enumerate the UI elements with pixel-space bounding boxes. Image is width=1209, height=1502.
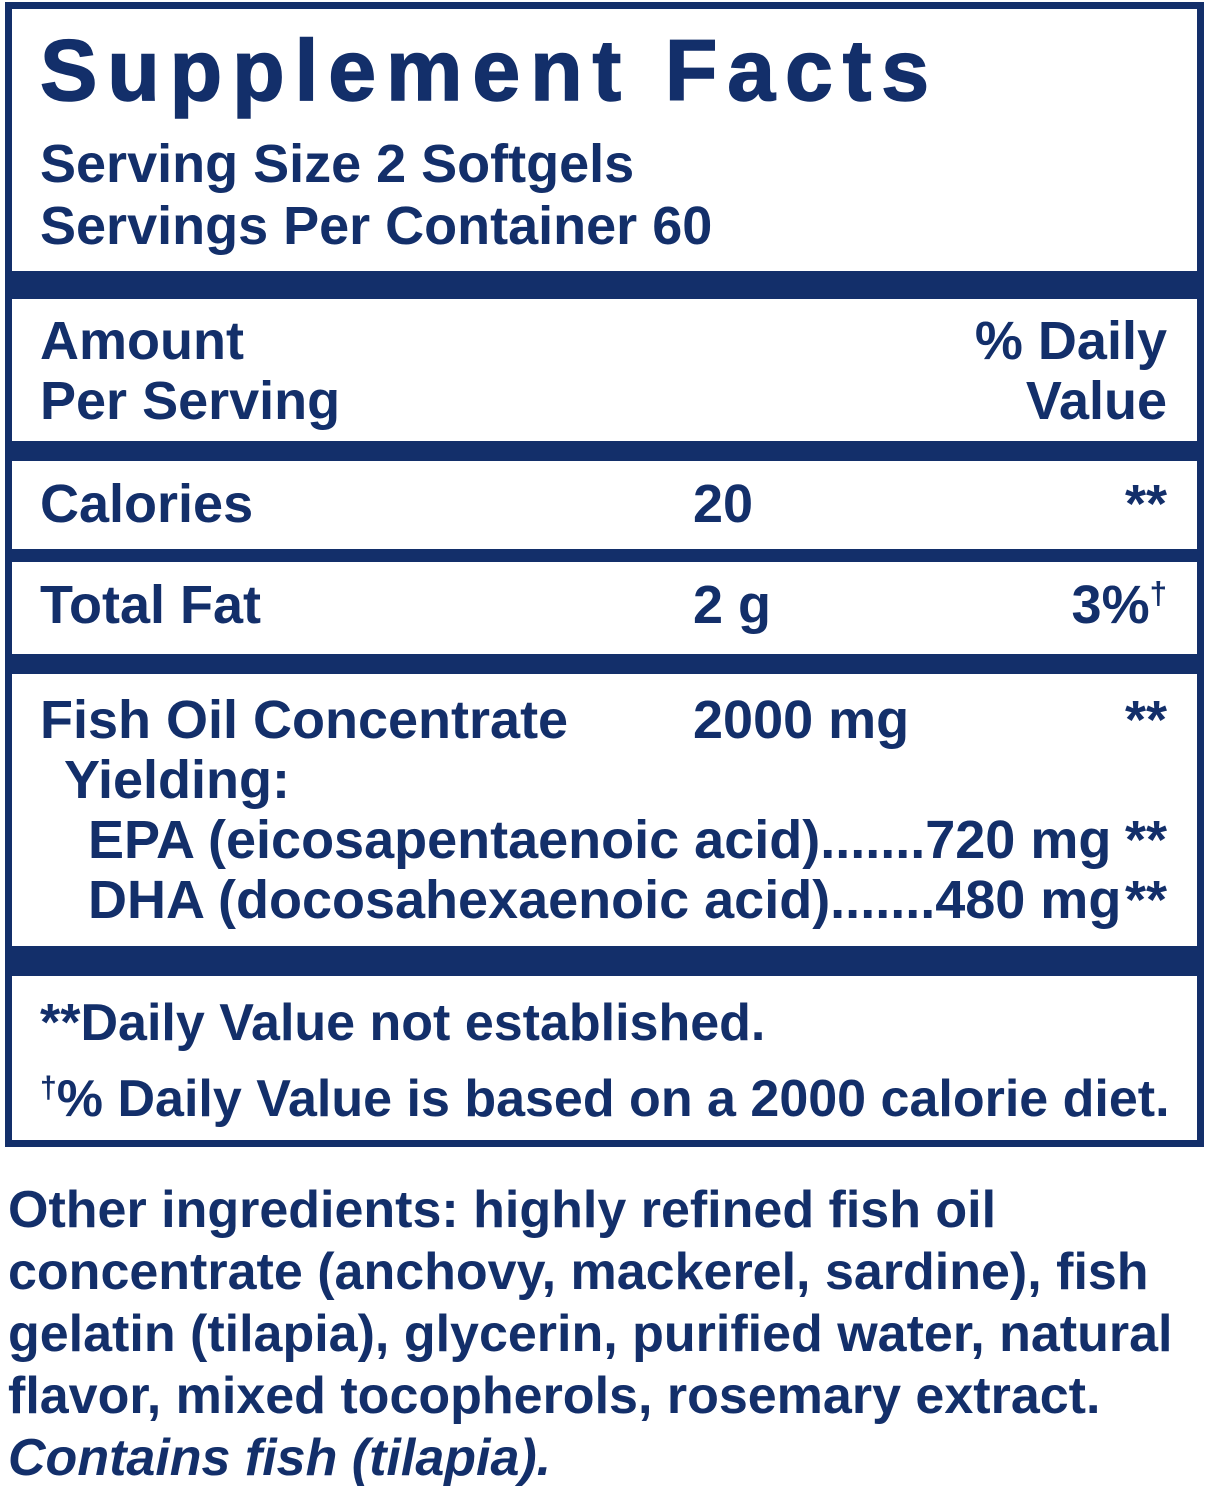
- footnote-text: Daily Value not established.: [80, 994, 766, 1052]
- footnote-calorie-diet: †% Daily Value is based on a 2000 calori…: [12, 1052, 1197, 1140]
- divider-bar-top: [12, 271, 1197, 299]
- calories-row: Calories 20 **: [12, 461, 1197, 549]
- divider-bar-calories: [12, 549, 1197, 562]
- nutrient-amount: 2000 mg: [693, 690, 910, 750]
- fish-oil-section: Fish Oil Concentrate 2000 mg ** Yielding…: [12, 674, 1197, 946]
- other-ingredients-line: gelatin (tilapia), glycerin, purified wa…: [8, 1305, 1173, 1363]
- footnote-text: % Daily Value is based on a 2000 calorie…: [56, 1070, 1170, 1128]
- other-ingredients-paragraph: Other ingredients: highly refined fish o…: [8, 1179, 1189, 1489]
- divider-bar-bottom: [12, 946, 1197, 976]
- dagger-superscript: †: [40, 1071, 57, 1105]
- supplement-facts-panel: Supplement Facts Serving Size 2 Softgels…: [5, 2, 1204, 1147]
- nutrient-name: Calories: [40, 474, 254, 534]
- amount-header-line1: Amount: [40, 311, 244, 371]
- dagger-superscript: †: [1149, 576, 1167, 611]
- servings-per-container: Servings Per Container 60: [40, 196, 713, 256]
- daily-value-header-line2: Value: [1025, 371, 1167, 431]
- nutrient-daily-value: **: [1124, 690, 1167, 750]
- footnote-prefix: **: [40, 994, 81, 1052]
- sub-nutrient-text: DHA (docosahexaenoic acid).......480 mg: [88, 870, 1122, 930]
- other-ingredients-line: Other ingredients: highly refined fish o…: [8, 1181, 997, 1239]
- nutrient-daily-value: **: [1124, 810, 1167, 870]
- epa-row: EPA (eicosapentaenoic acid).......720 mg…: [12, 810, 1197, 870]
- nutrient-amount: 20: [693, 474, 754, 534]
- contains-statement: Contains fish (tilapia).: [8, 1429, 552, 1487]
- nutrient-name: Total Fat: [40, 575, 261, 635]
- serving-info: Serving Size 2 Softgels Servings Per Con…: [12, 133, 1197, 257]
- footnote-daily-value-not-established: **Daily Value not established.: [12, 976, 1197, 1052]
- other-ingredients-line: flavor, mixed tocopherols, rosemary extr…: [8, 1367, 1101, 1425]
- divider-bar-total-fat: [12, 654, 1197, 674]
- nutrient-daily-value: 3%†: [1071, 575, 1167, 635]
- serving-size: Serving Size 2 Softgels: [40, 134, 635, 194]
- amount-per-serving-header: Amount Per Serving: [40, 311, 340, 431]
- dha-row: DHA (docosahexaenoic acid).......480 mg …: [12, 870, 1197, 930]
- daily-value-header: % Daily Value: [975, 311, 1167, 431]
- column-header-row: Amount Per Serving % Daily Value: [12, 299, 1197, 441]
- nutrient-name: Fish Oil Concentrate: [40, 690, 569, 750]
- daily-value-header-line1: % Daily: [974, 311, 1167, 371]
- panel-title: Supplement Facts: [39, 22, 939, 120]
- total-fat-row: Total Fat 2 g 3%†: [12, 562, 1197, 654]
- yielding-label: Yielding:: [64, 750, 290, 810]
- other-ingredients-line: concentrate (anchovy, mackerel, sardine)…: [8, 1243, 1149, 1301]
- fish-oil-row: Fish Oil Concentrate 2000 mg **: [12, 690, 1197, 750]
- nutrient-daily-value: **: [1124, 474, 1167, 534]
- nutrient-amount: 2 g: [693, 575, 772, 635]
- amount-header-line2: Per Serving: [40, 371, 341, 431]
- nutrient-daily-value: **: [1124, 870, 1167, 930]
- divider-bar-header: [12, 441, 1197, 461]
- sub-nutrient-text: EPA (eicosapentaenoic acid).......720 mg: [88, 810, 1112, 870]
